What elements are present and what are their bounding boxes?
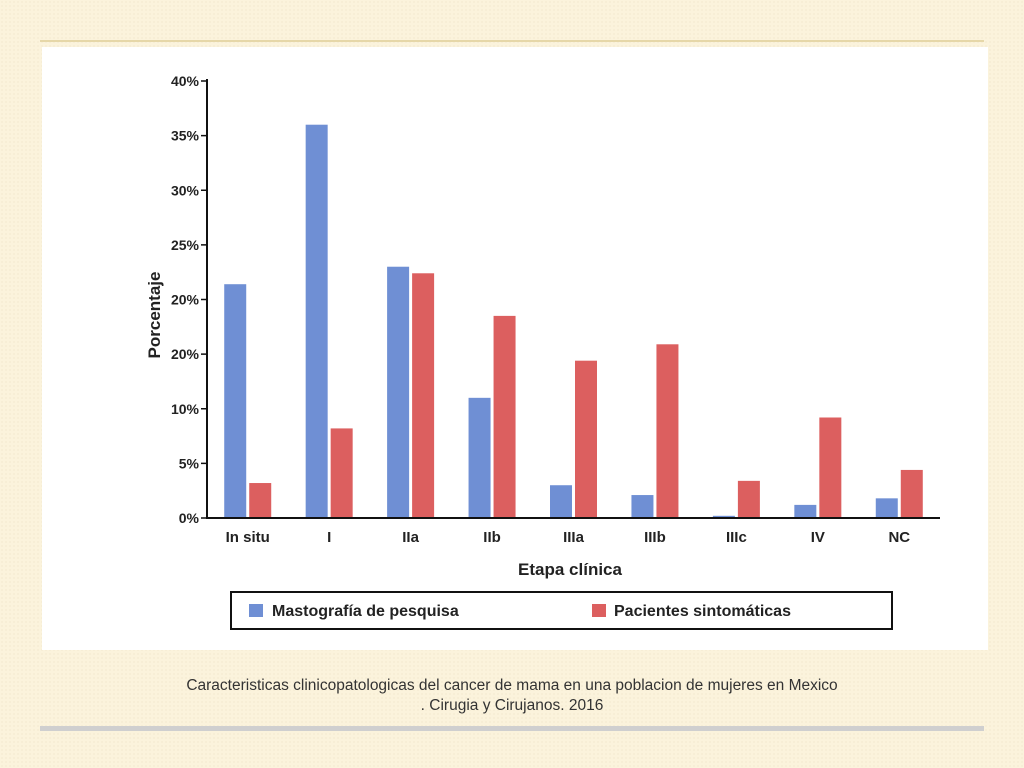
bar-screening bbox=[875, 498, 898, 518]
bars bbox=[224, 124, 923, 518]
x-tick-label: In situ bbox=[226, 529, 270, 546]
y-tick-label: 40% bbox=[171, 73, 200, 89]
bar-screening bbox=[387, 266, 410, 518]
bar-symptomatic bbox=[249, 483, 272, 518]
bar-screening bbox=[794, 504, 817, 518]
x-tick-label: IV bbox=[811, 529, 825, 546]
bottom-divider bbox=[40, 726, 984, 731]
caption-line-1: Caracteristicas clinicopatologicas del c… bbox=[186, 677, 838, 694]
y-axis-title: Porcentaje bbox=[145, 272, 164, 359]
y-tick-label: 20% bbox=[171, 292, 200, 308]
legend-swatch-symptomatic bbox=[592, 604, 606, 617]
x-tick-label: I bbox=[327, 529, 331, 546]
bar-screening bbox=[712, 515, 735, 518]
bar-symptomatic bbox=[737, 480, 760, 518]
bar-screening bbox=[550, 485, 572, 518]
bar-symptomatic bbox=[575, 360, 597, 518]
y-tick-label: 20% bbox=[171, 346, 200, 362]
bar-symptomatic bbox=[330, 428, 353, 518]
y-tick-label: 35% bbox=[171, 128, 200, 144]
y-tick-label: 10% bbox=[171, 401, 200, 417]
x-tick-label: IIIb bbox=[644, 529, 666, 546]
x-tick-label: IIa bbox=[402, 529, 419, 546]
bar-screening bbox=[305, 124, 328, 518]
source-caption: Caracteristicas clinicopatologicas del c… bbox=[40, 676, 984, 716]
x-axis: In situ I IIa IIb IIIa IIIb IIIc IV NC bbox=[207, 517, 940, 546]
bar-symptomatic bbox=[412, 273, 435, 518]
chart-panel: 0% 5% 10% 20% 20% 25% 30% 35% 40% In situ I IIa IIb… bbox=[42, 47, 988, 650]
y-tick-label: 0% bbox=[179, 510, 200, 526]
x-tick-label: NC bbox=[888, 529, 910, 546]
bar-screening bbox=[631, 495, 654, 518]
legend: Mastografía de pesquisa Pacientes sintom… bbox=[230, 591, 893, 630]
y-tick-label: 30% bbox=[171, 182, 200, 198]
y-tick-label: 25% bbox=[171, 237, 200, 253]
legend-label-screening: Mastografía de pesquisa bbox=[272, 603, 459, 620]
legend-label-symptomatic: Pacientes sintomáticas bbox=[614, 603, 791, 620]
bar-symptomatic bbox=[656, 344, 679, 518]
x-tick-label: IIIa bbox=[563, 529, 585, 546]
x-axis-title: Etapa clínica bbox=[518, 560, 622, 579]
legend-swatch-screening bbox=[249, 604, 263, 617]
y-tick-label: 5% bbox=[179, 455, 200, 471]
bar-chart: 0%5%10%20%20%25%30%35%40% In situ I IIa IIb… bbox=[145, 73, 940, 630]
legend-box bbox=[230, 591, 893, 630]
bar-symptomatic bbox=[819, 417, 842, 518]
x-tick-label: IIb bbox=[483, 529, 501, 546]
x-tick-label: IIIc bbox=[726, 529, 747, 546]
bar-screening bbox=[468, 397, 491, 518]
top-divider bbox=[40, 40, 984, 42]
caption-line-2: . Cirugia y Cirujanos. 2016 bbox=[420, 697, 604, 714]
bar-screening bbox=[224, 284, 247, 518]
y-axis: 0% 5% 10% 20% 20% 25% 30% 35% 40% bbox=[171, 73, 208, 526]
bar-symptomatic bbox=[493, 315, 516, 518]
bar-symptomatic bbox=[900, 469, 923, 518]
